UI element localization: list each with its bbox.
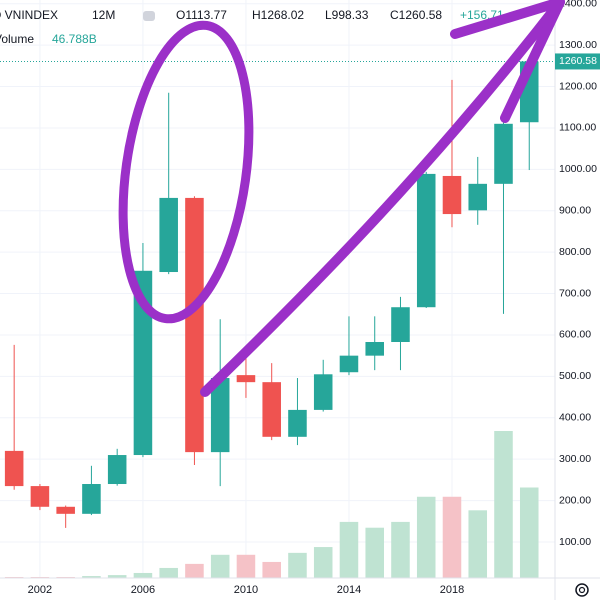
candle-body: [442, 175, 462, 215]
last-price-label: 1260.58: [559, 55, 597, 67]
candle-body: [391, 307, 410, 342]
y-tick-label: 100.00: [559, 536, 591, 548]
candle-body: [107, 455, 127, 485]
volume-bar: [288, 552, 307, 578]
volume-label: Volume: [0, 32, 34, 46]
volume-pane: [4, 431, 539, 578]
y-tick-label: 300.00: [559, 453, 591, 465]
candle-body: [210, 378, 230, 453]
candle-body: [365, 341, 384, 356]
candle-body: [236, 375, 256, 383]
y-tick-label: 1100.00: [559, 122, 596, 134]
x-tick-label: 2010: [234, 584, 258, 596]
volume-bar: [262, 561, 281, 578]
annotation-arrow: [200, 0, 565, 397]
volume-bar: [159, 567, 178, 578]
volume-bar: [391, 521, 410, 578]
annotation-ellipse: [118, 20, 254, 324]
candle-body: [82, 484, 101, 514]
candle-body: [262, 382, 281, 437]
settings-icon[interactable]: [575, 583, 589, 597]
volume-bar: [494, 431, 513, 578]
candles: [4, 58, 539, 528]
candle-body: [494, 123, 513, 184]
volume-bar: [210, 554, 230, 578]
volume-bar: [82, 576, 101, 578]
x-tick-label: 2002: [28, 584, 52, 596]
volume-bar: [365, 527, 384, 578]
candle-body: [185, 197, 204, 453]
candle-body: [159, 197, 178, 273]
legend-low: L998.33: [325, 8, 369, 22]
candle-body: [30, 486, 50, 507]
y-tick-label: 500.00: [559, 370, 591, 382]
candle-body: [133, 270, 153, 456]
volume-bar: [468, 510, 488, 578]
volume-bar: [185, 563, 204, 578]
symbol: Ố VNINDEX: [0, 7, 58, 22]
legend-close: C1260.58: [390, 8, 442, 22]
y-tick-label: 1400.00: [559, 0, 597, 10]
candle-body: [339, 355, 359, 373]
y-tick-label: 200.00: [559, 494, 591, 506]
volume-bar: [313, 547, 333, 578]
y-tick-label: 400.00: [559, 412, 591, 424]
legend-open: O1113.77: [176, 8, 227, 22]
x-tick-label: 2014: [337, 584, 361, 596]
grid: [0, 0, 555, 578]
volume-bar: [236, 554, 256, 578]
interval: 12M: [92, 8, 115, 22]
y-tick-label: 1000.00: [559, 163, 597, 175]
y-tick-label: 800.00: [559, 246, 591, 258]
annotation-arrowhead: [450, 0, 565, 123]
x-tick-label: 2018: [440, 584, 464, 596]
candle-body: [4, 450, 24, 487]
candle-body: [288, 409, 307, 437]
y-tick-label: 1200.00: [559, 80, 597, 92]
toggle[interactable]: [143, 11, 155, 21]
x-tick-label: 2006: [131, 584, 155, 596]
candle-body: [313, 374, 333, 410]
volume-bar: [133, 572, 153, 578]
volume-bar: [519, 487, 539, 578]
volume-bar: [442, 496, 462, 578]
volume-bar: [416, 496, 436, 578]
y-tick-label: 700.00: [559, 287, 591, 299]
y-tick-label: 1300.00: [559, 39, 597, 51]
last-price-box: [555, 53, 600, 70]
volume-bar: [107, 575, 127, 578]
legend-high: H1268.02: [252, 8, 304, 22]
candle-body: [416, 173, 436, 308]
candle-body: [468, 183, 488, 211]
volume-bar: [339, 521, 359, 578]
y-tick-label: 600.00: [559, 329, 591, 341]
volume-value: 46.788B: [52, 32, 97, 46]
candle-body: [56, 506, 75, 514]
y-tick-label: 900.00: [559, 205, 591, 217]
